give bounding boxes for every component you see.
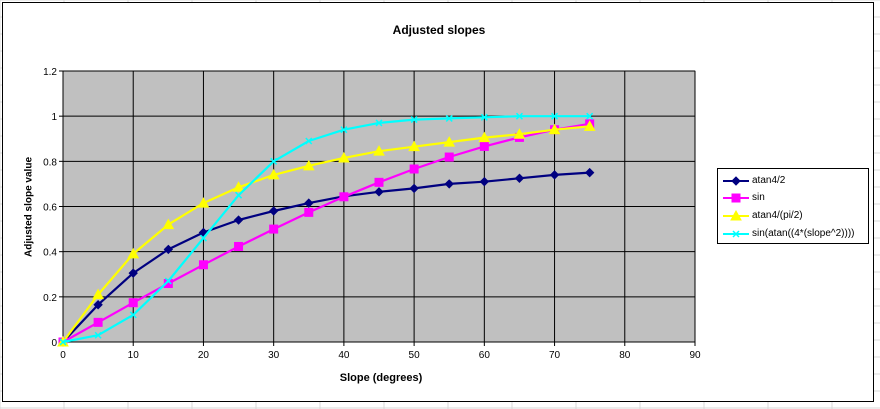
chart-title: Adjusted slopes	[392, 23, 486, 37]
series-3-point	[162, 218, 175, 230]
series-3-point	[338, 151, 350, 163]
series-line-4	[62, 115, 590, 344]
series-4-point	[129, 311, 137, 319]
series-1-point	[268, 206, 279, 216]
legend-symbol-3	[723, 210, 749, 221]
x-tick-label: 0	[60, 350, 66, 361]
series-4-point	[94, 331, 102, 339]
series-1-point	[549, 170, 560, 180]
legend-item-1: atan4/2	[718, 174, 868, 188]
series-1-point	[584, 167, 595, 178]
series-1-point	[304, 198, 314, 208]
series-4-point	[59, 338, 67, 346]
x-tick-label: 40	[338, 350, 350, 361]
series-1-point	[479, 176, 490, 187]
series-2-point	[479, 141, 489, 151]
series-2-point	[269, 224, 279, 234]
series-3-point	[92, 288, 104, 300]
series-3-point	[513, 128, 526, 139]
series-1-point	[409, 183, 419, 194]
series-2-point	[198, 260, 208, 270]
series-2-point	[444, 152, 454, 162]
x-tick-label: 90	[689, 350, 701, 361]
series-2-point	[128, 298, 138, 308]
series-2-point	[339, 192, 349, 202]
series-4-point	[551, 112, 559, 120]
legend-item-4: sin(atan((4*(slope^2))))	[718, 227, 868, 241]
series-4-point	[340, 126, 348, 134]
series-1-point	[163, 244, 174, 255]
x-tick-label: 60	[479, 350, 491, 361]
legend-item-2: sin	[718, 191, 868, 205]
series-1-point	[374, 187, 384, 197]
chart-legend[interactable]: atan4/2 sin atan4/(pi/2) sin(atan((4*(sl…	[717, 168, 869, 244]
series-1-point	[444, 179, 454, 189]
series-4-point	[586, 112, 594, 120]
series-4-point	[305, 137, 313, 145]
x-tick-label: 20	[198, 350, 210, 361]
legend-marker	[731, 193, 741, 203]
y-tick-label: 0.6	[43, 203, 57, 214]
series-4-point	[199, 234, 207, 242]
series-1-point	[233, 215, 244, 225]
series-2-point	[409, 164, 419, 174]
series-4-point	[235, 191, 243, 199]
y-tick-label: 1.2	[43, 67, 57, 78]
x-tick-label: 80	[619, 350, 631, 361]
legend-symbol-4	[723, 230, 749, 238]
series-3-point	[478, 131, 491, 143]
series-3-point	[408, 140, 420, 152]
series-2-point	[234, 241, 244, 251]
y-axis-label: Adjusted slope value	[23, 156, 35, 258]
series-2-point	[304, 207, 314, 217]
series-3-point	[373, 145, 385, 156]
legend-label-4: sin(atan((4*(slope^2))))	[752, 228, 855, 239]
legend-label-1: atan4/2	[752, 175, 786, 186]
series-4-point	[445, 114, 453, 122]
series-3-point	[302, 159, 315, 171]
legend-symbol-2	[723, 193, 749, 203]
legend-item-3: atan4/(pi/2)	[718, 209, 868, 223]
x-tick-label: 50	[409, 350, 421, 361]
y-tick-label: 1	[51, 112, 57, 123]
series-3-point	[232, 181, 245, 192]
series-1-point	[128, 268, 138, 278]
x-tick-label: 30	[268, 350, 280, 361]
series-4-point	[164, 277, 172, 285]
x-axis-label: Slope (degrees)	[339, 372, 423, 384]
series-4-point	[410, 116, 418, 124]
series-3-point	[443, 136, 456, 147]
series-3-point	[197, 197, 210, 208]
y-tick-label: 0.2	[43, 293, 57, 304]
series-2-point	[93, 317, 103, 327]
legend-marker	[731, 176, 741, 186]
legend-symbol-1	[723, 176, 749, 186]
series-2-point	[374, 177, 384, 187]
series-1-point	[514, 173, 525, 183]
y-tick-label: 0	[51, 338, 57, 349]
legend-marker	[730, 210, 742, 221]
series-3-point	[548, 123, 561, 135]
series-4-point	[515, 112, 523, 120]
legend-label-2: sin	[752, 192, 765, 203]
series-1-point	[93, 300, 103, 310]
x-tick-label: 70	[549, 350, 561, 361]
chart-area[interactable]: 0 0.2 0.4 0.6 0.8 1 1.2 0 10 20 30 40 50 60 70 80 90 Adj…	[2, 2, 874, 402]
series-line-1	[62, 171, 590, 343]
series-3-point	[127, 247, 140, 259]
series-3-point	[583, 120, 596, 131]
x-tick-label: 10	[128, 350, 140, 361]
series-4-point	[375, 119, 383, 127]
series-4-point	[480, 113, 488, 121]
series-4-point	[270, 157, 278, 165]
chart-plot: 0 0.2 0.4 0.6 0.8 1 1.2 0 10 20 30 40 50 60 70 80 90	[43, 67, 701, 361]
legend-marker	[732, 230, 740, 238]
legend-label-3: atan4/(pi/2)	[752, 210, 803, 221]
y-tick-label: 0.8	[43, 157, 57, 168]
y-tick-label: 0.4	[43, 248, 57, 259]
series-line-2	[62, 122, 590, 343]
series-line-3	[62, 125, 590, 343]
series-3-point	[267, 168, 280, 180]
